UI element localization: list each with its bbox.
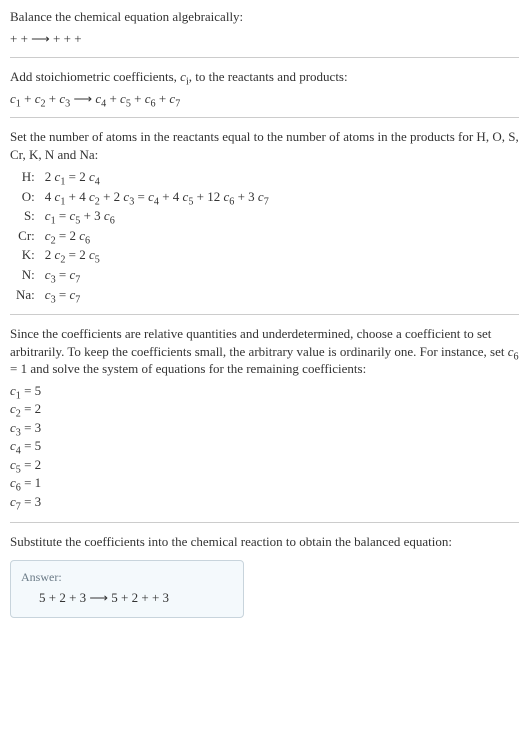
stoich-intro-post: , to the reactants and products:: [189, 69, 348, 84]
atom-label: Cr:: [12, 226, 41, 246]
atom-equation-row: H:2 c1 = 2 c4: [12, 167, 273, 187]
atom-equation: 2 c2 = 2 c5: [41, 245, 273, 265]
stoich-equation: c1 + c2 + c3 ⟶ c4 + c5 + c6 + c7: [10, 90, 519, 108]
atom-label: K:: [12, 245, 41, 265]
coefficient-value: c4 = 5: [10, 437, 519, 456]
answer-section: Substitute the coefficients into the che…: [10, 533, 519, 618]
coefficient-values-list: c1 = 5c2 = 2c3 = 3c4 = 5c5 = 2c6 = 1c7 =…: [10, 382, 519, 512]
plus: +: [156, 91, 170, 106]
substitute-text: Substitute the coefficients into the che…: [10, 533, 519, 551]
atom-equation-row: Na:c3 = c7: [12, 285, 273, 305]
atom-equation-row: K:2 c2 = 2 c5: [12, 245, 273, 265]
plus: +: [131, 91, 145, 106]
answer-equation: 5 + 2 + 3 ⟶ 5 + 2 + + 3: [21, 589, 233, 607]
divider-4: [10, 522, 519, 523]
atom-equation: 4 c1 + 4 c2 + 2 c3 = c4 + 4 c5 + 12 c6 +…: [41, 187, 273, 207]
coefficient-value: c2 = 2: [10, 400, 519, 419]
coefficient-value: c7 = 3: [10, 493, 519, 512]
atom-equation-row: S:c1 = c5 + 3 c6: [12, 206, 273, 226]
divider-2: [10, 117, 519, 118]
plus: +: [106, 91, 120, 106]
atom-equation: c1 = c5 + 3 c6: [41, 206, 273, 226]
balance-line1: Balance the chemical equation algebraica…: [10, 8, 519, 26]
atom-equation: c2 = 2 c6: [41, 226, 273, 246]
atom-equation-row: O:4 c1 + 4 c2 + 2 c3 = c4 + 4 c5 + 12 c6…: [12, 187, 273, 207]
c7-sub: 7: [175, 98, 180, 109]
stoich-intro-pre: Add stoichiometric coefficients,: [10, 69, 180, 84]
coefficient-value: c1 = 5: [10, 382, 519, 401]
balance-line2: + + ⟶ + + +: [10, 30, 519, 48]
solve-intro-post: = 1 and solve the system of equations fo…: [10, 361, 366, 376]
atom-label: N:: [12, 265, 41, 285]
atom-equation: 2 c1 = 2 c4: [41, 167, 273, 187]
solve-intro: Since the coefficients are relative quan…: [10, 325, 519, 378]
atom-label: H:: [12, 167, 41, 187]
atoms-intro: Set the number of atoms in the reactants…: [10, 128, 519, 163]
atoms-section: Set the number of atoms in the reactants…: [10, 128, 519, 304]
atoms-equation-table: H:2 c1 = 2 c4O:4 c1 + 4 c2 + 2 c3 = c4 +…: [12, 167, 273, 304]
atom-equation-row: Cr:c2 = 2 c6: [12, 226, 273, 246]
divider-3: [10, 314, 519, 315]
coefficient-value: c3 = 3: [10, 419, 519, 438]
divider-1: [10, 57, 519, 58]
atom-label: S:: [12, 206, 41, 226]
atom-equation: c3 = c7: [41, 265, 273, 285]
answer-label: Answer:: [21, 569, 233, 585]
balance-instruction: Balance the chemical equation algebraica…: [10, 8, 519, 47]
coefficient-value: c6 = 1: [10, 474, 519, 493]
solve-intro-pre: Since the coefficients are relative quan…: [10, 326, 508, 359]
solve-section: Since the coefficients are relative quan…: [10, 325, 519, 511]
stoich-section: Add stoichiometric coefficients, ci, to …: [10, 68, 519, 107]
plus: +: [21, 91, 35, 106]
plus: +: [46, 91, 60, 106]
answer-box: Answer: 5 + 2 + 3 ⟶ 5 + 2 + + 3: [10, 560, 244, 618]
atom-label: O:: [12, 187, 41, 207]
stoich-intro: Add stoichiometric coefficients, ci, to …: [10, 68, 519, 86]
solve-c6-sub: 6: [514, 351, 519, 362]
atom-equation: c3 = c7: [41, 285, 273, 305]
atom-label: Na:: [12, 285, 41, 305]
coefficient-value: c5 = 2: [10, 456, 519, 475]
arrow: ⟶: [70, 91, 95, 106]
atom-equation-row: N:c3 = c7: [12, 265, 273, 285]
